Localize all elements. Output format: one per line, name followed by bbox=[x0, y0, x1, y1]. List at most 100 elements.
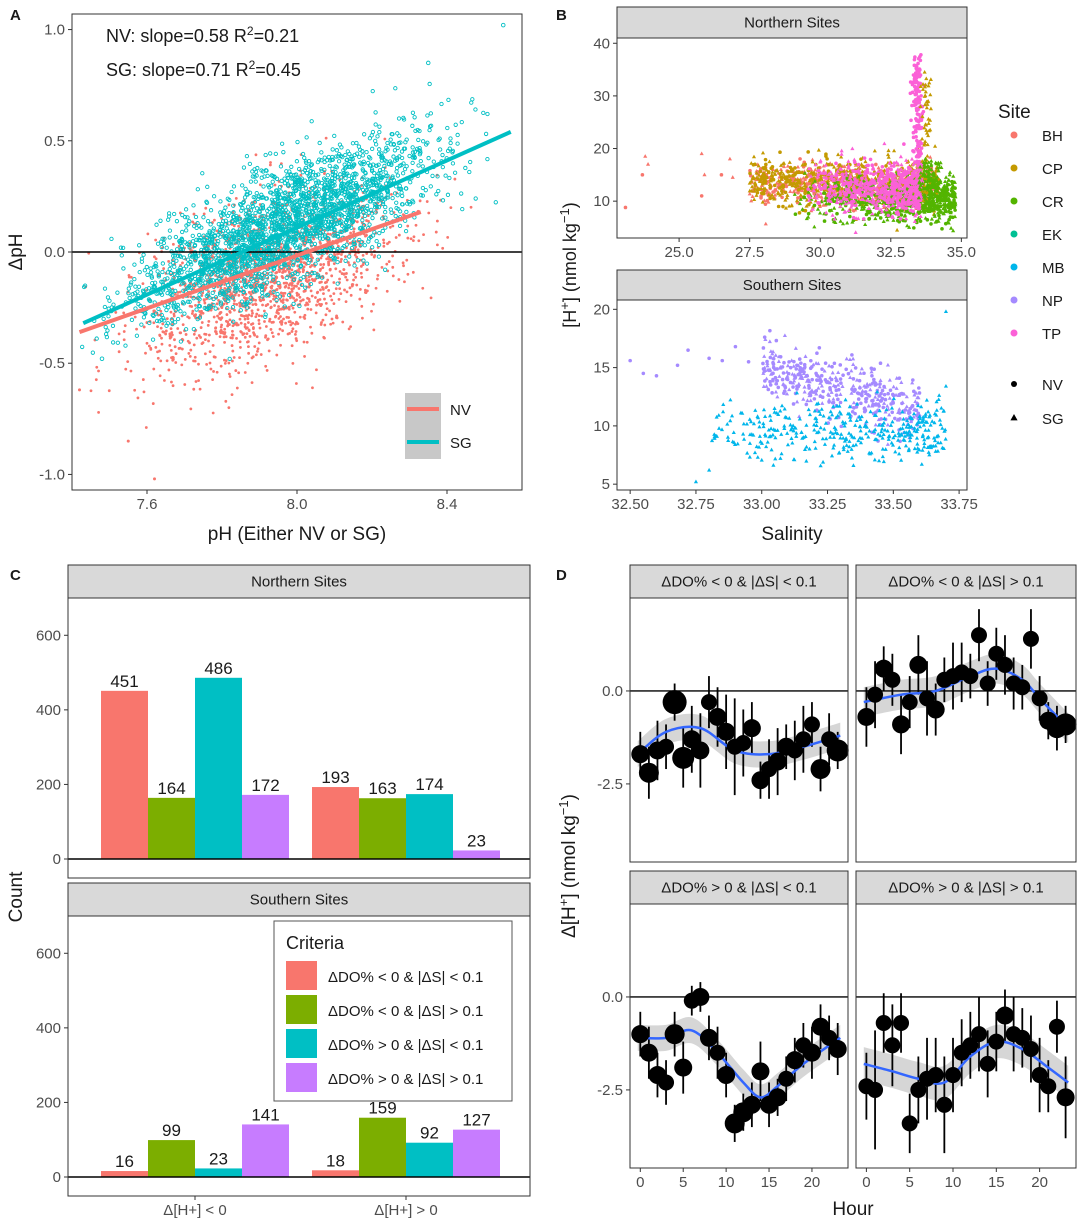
nv-point bbox=[144, 426, 148, 429]
sg-point bbox=[319, 158, 324, 163]
panel-a-ytick-label-0: 1.0 bbox=[44, 22, 65, 39]
nv-point bbox=[231, 333, 234, 337]
sg-point bbox=[245, 204, 251, 209]
nv-point bbox=[129, 369, 133, 373]
nv-point bbox=[97, 410, 100, 414]
nv-point bbox=[289, 323, 293, 327]
nv-point bbox=[290, 330, 294, 333]
nv-point bbox=[391, 274, 395, 278]
nv-point bbox=[319, 263, 323, 266]
nv-point bbox=[291, 361, 295, 365]
nv-point bbox=[213, 218, 216, 222]
sg-point bbox=[165, 217, 171, 222]
sg-point bbox=[242, 195, 248, 200]
nv-point bbox=[243, 322, 247, 326]
nv-point bbox=[212, 315, 216, 319]
nv-point bbox=[334, 267, 338, 271]
nv-point bbox=[302, 340, 306, 344]
nv-point bbox=[435, 219, 439, 223]
nv-point bbox=[234, 369, 238, 372]
sg-point bbox=[111, 302, 116, 307]
nv-point bbox=[205, 297, 209, 301]
nv-point bbox=[361, 253, 365, 257]
nv-point bbox=[197, 334, 201, 337]
nv-point bbox=[203, 301, 207, 305]
nv-point bbox=[382, 244, 386, 248]
nv-point bbox=[263, 320, 266, 323]
sg-point bbox=[243, 208, 249, 213]
nv-point bbox=[194, 303, 197, 307]
nv-point bbox=[275, 288, 278, 292]
sg-point bbox=[453, 122, 458, 127]
sg-point bbox=[340, 245, 345, 251]
nv-point bbox=[355, 283, 359, 287]
nv-point bbox=[89, 389, 93, 393]
nv-point bbox=[311, 386, 314, 390]
nv-point bbox=[183, 358, 187, 361]
nv-point bbox=[328, 309, 331, 313]
nv-point bbox=[331, 321, 335, 325]
sg-point bbox=[195, 187, 200, 192]
sg-point bbox=[109, 236, 114, 242]
sg-point bbox=[362, 243, 367, 248]
nv-point bbox=[280, 307, 283, 311]
sg-point bbox=[373, 122, 378, 127]
nv-point bbox=[418, 199, 422, 203]
nv-point bbox=[282, 281, 286, 285]
sg-point bbox=[178, 339, 184, 344]
nv-point bbox=[154, 257, 158, 261]
nv-point bbox=[107, 389, 111, 393]
nv-point bbox=[162, 267, 166, 270]
nv-point bbox=[411, 270, 415, 274]
nv-point bbox=[197, 379, 200, 383]
sg-point bbox=[172, 271, 177, 277]
sg-point bbox=[362, 132, 367, 137]
nv-point bbox=[133, 315, 137, 319]
nv-point bbox=[223, 358, 226, 362]
nv-point bbox=[246, 315, 249, 318]
sg-point bbox=[223, 205, 228, 210]
nv-point bbox=[323, 323, 327, 327]
panel-a-ylabel: ΔpH bbox=[6, 234, 27, 271]
sg-point bbox=[240, 183, 245, 188]
sg-point bbox=[501, 22, 506, 28]
nv-point bbox=[257, 341, 261, 345]
nv-point bbox=[192, 332, 196, 336]
nv-point bbox=[198, 387, 202, 391]
sg-point bbox=[193, 214, 199, 220]
nv-point bbox=[406, 224, 410, 228]
nv-point bbox=[374, 286, 378, 290]
nv-point bbox=[286, 332, 290, 336]
sg-point bbox=[167, 228, 173, 233]
nv-point bbox=[352, 227, 356, 231]
nv-point bbox=[296, 322, 300, 326]
nv-point bbox=[183, 246, 186, 250]
nv-point bbox=[214, 326, 218, 330]
nv-point bbox=[202, 299, 206, 302]
nv-point bbox=[383, 137, 387, 141]
nv-point bbox=[223, 361, 227, 365]
nv-point bbox=[359, 264, 363, 268]
nv-point bbox=[235, 321, 238, 325]
bh-point bbox=[771, 190, 775, 194]
sg-point bbox=[470, 97, 475, 102]
nv-point bbox=[122, 311, 126, 315]
nv-point bbox=[257, 322, 261, 326]
sg-point bbox=[279, 178, 284, 184]
bh-point bbox=[798, 157, 802, 161]
sg-point bbox=[110, 323, 116, 328]
nv-point bbox=[316, 290, 320, 294]
nv-point bbox=[208, 350, 212, 354]
legend-nv-label: NV bbox=[450, 402, 471, 419]
nv-point bbox=[349, 325, 353, 329]
sg-point bbox=[383, 209, 388, 215]
sg-point bbox=[452, 170, 458, 175]
sg-point bbox=[404, 209, 409, 215]
nv-point bbox=[220, 316, 223, 320]
sg-point bbox=[197, 232, 202, 238]
sg-point bbox=[244, 153, 250, 159]
sg-point bbox=[445, 192, 451, 197]
sg-point bbox=[377, 124, 382, 129]
nv-point bbox=[235, 336, 238, 340]
sg-point bbox=[343, 152, 348, 158]
